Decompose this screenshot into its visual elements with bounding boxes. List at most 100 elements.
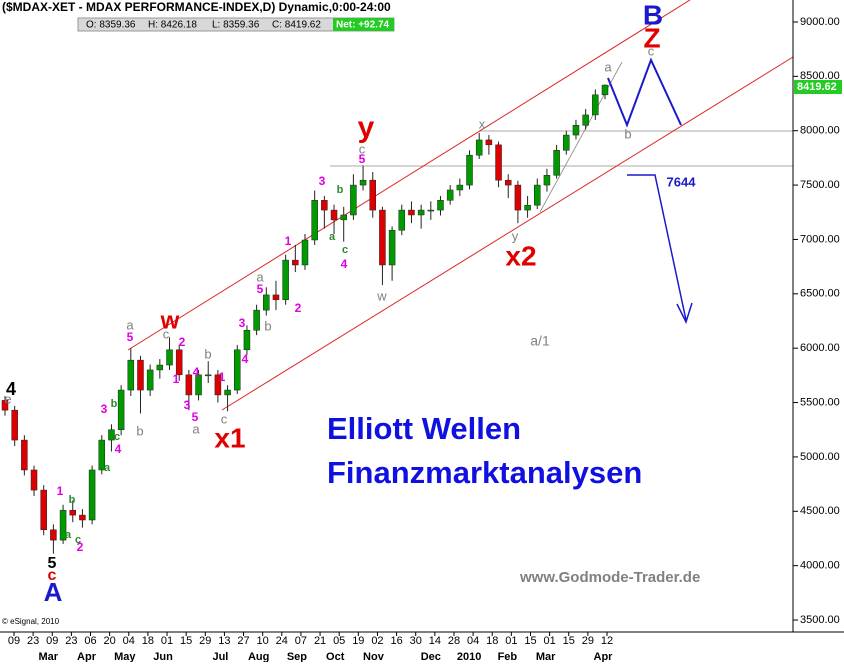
annotation: 4 <box>115 442 122 456</box>
annotation: 4 <box>6 379 16 399</box>
candle-body <box>204 374 212 377</box>
x-tick-label: 15 <box>524 635 536 647</box>
annotation: 5 <box>192 410 199 424</box>
y-tick-label: 3500.00 <box>800 614 840 626</box>
info-low: L: 8359.36 <box>212 20 260 31</box>
annotation: a <box>604 59 612 74</box>
annotation: A <box>44 577 63 607</box>
annotation: b <box>624 126 631 141</box>
candle-body <box>88 469 96 521</box>
trend-line <box>539 61 623 213</box>
annotation: a <box>256 269 264 284</box>
candle-body <box>175 349 183 376</box>
candle-body <box>340 214 347 221</box>
candle-body <box>359 179 367 186</box>
x-month-label: May <box>114 651 136 662</box>
candle-body <box>388 229 396 266</box>
x-tick-label: 15 <box>563 635 575 647</box>
x-month-label: Apr <box>77 651 97 662</box>
candle-body <box>108 429 115 441</box>
x-month-label: Jun <box>153 651 173 662</box>
annotation: 2 <box>179 335 186 349</box>
x-month-label: 2010 <box>457 651 481 662</box>
x-month-label: Apr <box>594 651 614 662</box>
x-month-label: Mar <box>38 651 58 662</box>
y-tick-label: 9000.00 <box>800 16 840 28</box>
annotation: 1 <box>285 234 292 248</box>
y-tick-label: 7500.00 <box>800 179 840 191</box>
x-month-label: Sep <box>287 651 307 662</box>
x-tick-label: 14 <box>429 635 441 647</box>
annotation: b <box>136 423 143 438</box>
candle-body <box>1 400 9 411</box>
candle-body <box>282 259 289 301</box>
info-net: Net: +92.74 <box>336 20 390 31</box>
annotation: a <box>329 231 336 243</box>
annotation: a <box>192 421 200 436</box>
candle-body <box>146 369 154 391</box>
candle-body <box>166 349 173 366</box>
x-month-label: Nov <box>363 651 385 662</box>
annotation: y <box>512 228 519 243</box>
annotation: b <box>204 346 211 361</box>
candle-body <box>11 409 18 441</box>
x-tick-label: 18 <box>142 635 154 647</box>
info-close: C: 8419.62 <box>272 20 321 31</box>
candle-body <box>350 184 357 216</box>
x-tick-label: 29 <box>582 635 594 647</box>
annotation: 4 <box>341 257 348 271</box>
x-tick-label: 05 <box>333 635 345 647</box>
y-tick-label: 7000.00 <box>800 233 840 245</box>
annotation: c <box>359 141 366 156</box>
candle-body <box>543 175 551 186</box>
candle-body <box>466 154 473 186</box>
x-tick-label: 01 <box>543 635 555 647</box>
x-month-label: Aug <box>248 651 269 662</box>
candle-body <box>563 134 570 151</box>
x-tick-label: 29 <box>199 635 211 647</box>
candle-body <box>214 374 222 396</box>
annotation: 2 <box>77 540 84 554</box>
arrow-head <box>676 302 693 324</box>
annotation: © eSignal, 2010 <box>2 617 60 626</box>
candle-body <box>475 139 483 156</box>
candle-body <box>369 179 376 211</box>
x-tick-label: 23 <box>27 635 39 647</box>
candle-body <box>601 84 609 96</box>
annotation: 5 <box>48 555 57 572</box>
x-tick-label: 01 <box>505 635 517 647</box>
grid: 3500.00 4000.00 4500.00 5000.00 5500.00 6000.… <box>8 16 840 663</box>
y-tick-label: 8500.00 <box>800 70 840 82</box>
x-month-label: Oct <box>326 651 345 662</box>
x-tick-label: 07 <box>295 635 307 647</box>
candle-body <box>195 374 202 396</box>
candle-body <box>379 209 386 266</box>
annotation: 4 <box>193 365 200 379</box>
candle-body <box>137 359 144 391</box>
x-month-label: Jul <box>212 651 228 662</box>
annotation: 5 <box>359 152 366 166</box>
y-tick-label: 4000.00 <box>800 560 840 572</box>
candle-body <box>117 389 125 430</box>
candle-body <box>582 114 589 126</box>
x-tick-label: 18 <box>486 635 498 647</box>
candle-body <box>253 309 260 331</box>
annotation: y <box>358 111 375 144</box>
candle-body <box>185 374 193 396</box>
info-high: H: 8426.18 <box>148 20 197 31</box>
annotation: Elliott Wellen <box>327 411 521 446</box>
x-month-label: Feb <box>498 651 518 662</box>
annotation: c <box>648 43 655 58</box>
candles <box>1 84 609 554</box>
last-price: 8419.62 <box>797 81 837 93</box>
annotation: Z <box>643 22 660 53</box>
candle-body <box>301 239 309 266</box>
x-tick-label: 12 <box>601 635 613 647</box>
x-tick-label: 21 <box>314 635 326 647</box>
x-month-label: Mar <box>536 651 556 662</box>
annotation: 7644 <box>667 174 697 189</box>
candle-body <box>524 204 531 211</box>
x-tick-label: 13 <box>218 635 230 647</box>
